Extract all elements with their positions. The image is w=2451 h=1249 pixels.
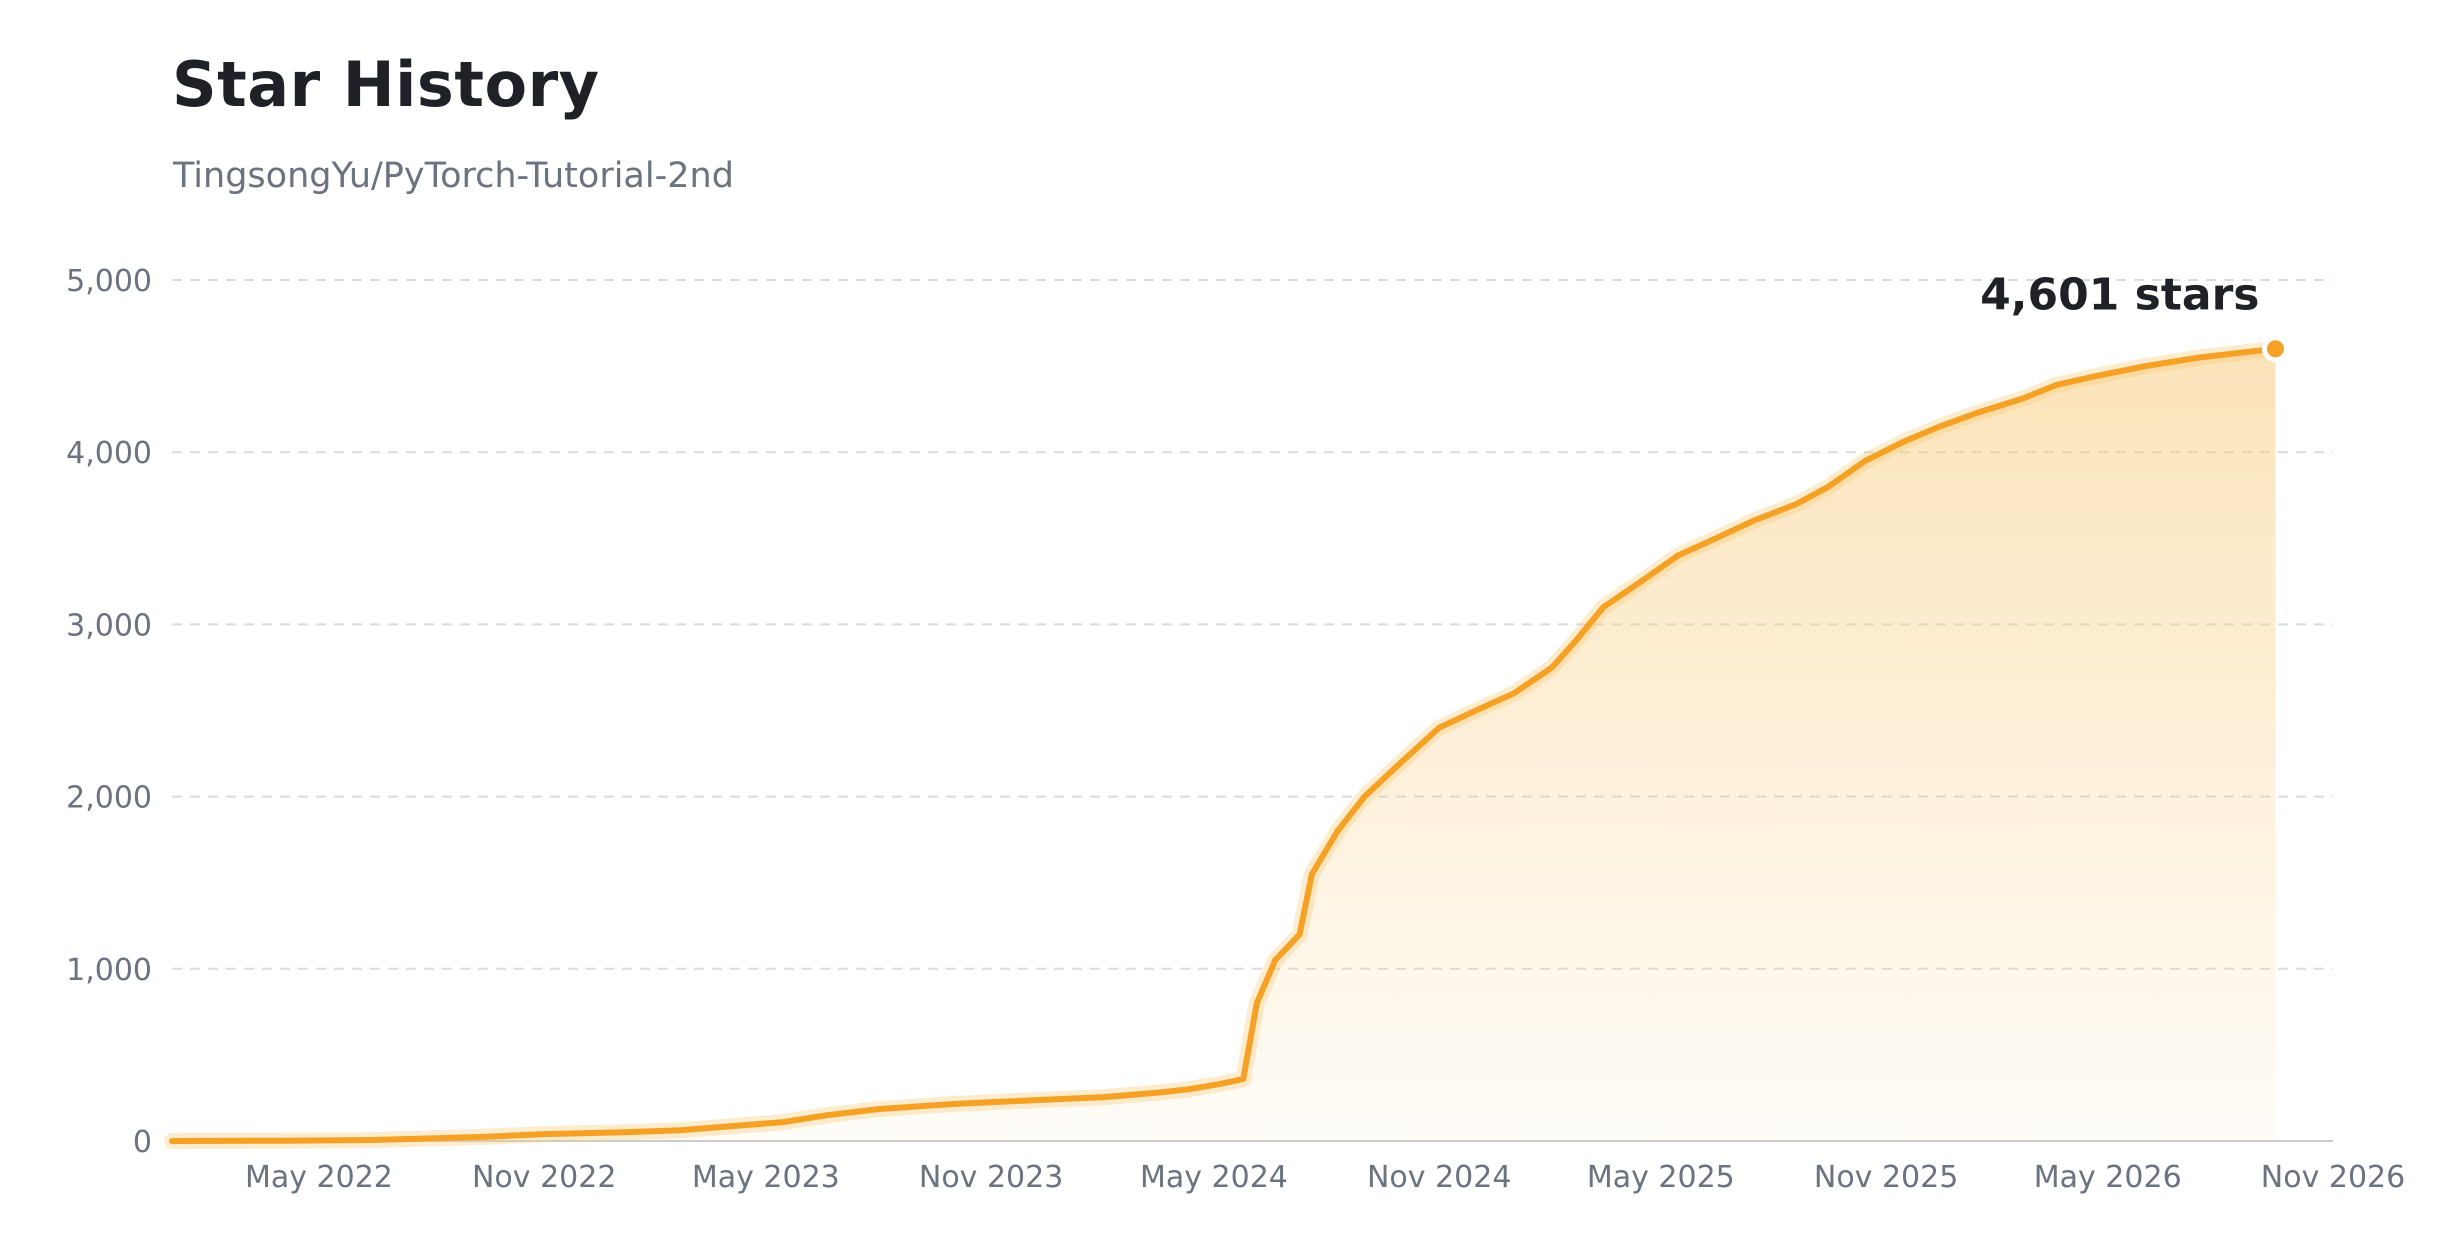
- x-tick-label: Nov 2025: [1814, 1160, 1958, 1195]
- y-tick-label: 0: [133, 1125, 152, 1160]
- x-tick-label: May 2025: [1587, 1160, 1735, 1195]
- y-tick-label: 3,000: [66, 608, 152, 643]
- chart-title: Star History: [172, 48, 600, 121]
- star-count-line: [169, 345, 2279, 1144]
- x-tick-label: Nov 2024: [1367, 1160, 1511, 1195]
- end-point-marker: [2261, 335, 2289, 363]
- y-tick-label: 5,000: [66, 264, 152, 299]
- y-axis-ticks: 0 1,000 2,000 3,000 4,000 5,000: [66, 264, 152, 1160]
- x-tick-label: May 2023: [692, 1160, 840, 1195]
- x-tick-label: May 2024: [1140, 1160, 1288, 1195]
- y-tick-label: 2,000: [66, 781, 152, 816]
- y-tick-label: 1,000: [66, 953, 152, 988]
- x-axis-ticks: May 2022 Nov 2022 May 2023 Nov 2023 May 2024…: [245, 1160, 2405, 1195]
- x-tick-label: May 2022: [245, 1160, 393, 1195]
- x-tick-label: Nov 2022: [472, 1160, 616, 1195]
- end-point-label: 4,601 stars: [1980, 270, 2259, 321]
- y-tick-label: 4,000: [66, 436, 152, 471]
- x-tick-label: Nov 2026: [2261, 1160, 2405, 1195]
- repository-subtitle: TingsongYu/PyTorch-Tutorial-2nd: [173, 156, 734, 196]
- x-tick-label: Nov 2023: [919, 1160, 1063, 1195]
- star-count-area: [172, 348, 2276, 1141]
- x-tick-label: May 2026: [2034, 1160, 2182, 1195]
